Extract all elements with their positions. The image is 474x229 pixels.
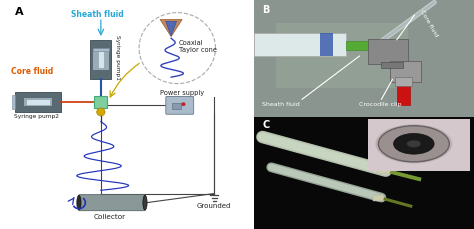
FancyBboxPatch shape xyxy=(15,92,62,112)
Bar xyxy=(397,84,410,105)
Text: C: C xyxy=(263,120,270,130)
Text: Core fluid: Core fluid xyxy=(11,67,53,76)
Circle shape xyxy=(378,126,449,162)
Text: Syringe pump1: Syringe pump1 xyxy=(115,35,120,80)
FancyBboxPatch shape xyxy=(78,195,146,211)
Text: A: A xyxy=(15,7,23,17)
Circle shape xyxy=(407,140,421,147)
Text: Collector: Collector xyxy=(93,214,126,220)
Text: Core fluid: Core fluid xyxy=(419,9,438,38)
Bar xyxy=(346,41,373,50)
Bar xyxy=(93,48,109,51)
Bar xyxy=(276,23,408,88)
Bar xyxy=(26,99,50,105)
FancyBboxPatch shape xyxy=(94,96,107,108)
Text: Power supply: Power supply xyxy=(160,90,204,96)
Circle shape xyxy=(182,103,185,106)
Bar xyxy=(98,51,104,68)
Text: B: B xyxy=(263,5,270,15)
FancyBboxPatch shape xyxy=(166,96,194,114)
FancyBboxPatch shape xyxy=(91,40,111,79)
Bar xyxy=(395,77,412,86)
Bar xyxy=(382,62,403,68)
Ellipse shape xyxy=(77,195,81,210)
Text: Sheath fluid: Sheath fluid xyxy=(263,102,300,107)
Polygon shape xyxy=(160,19,182,37)
Bar xyxy=(373,195,383,201)
Polygon shape xyxy=(254,33,346,56)
Bar xyxy=(173,103,181,109)
Bar xyxy=(12,95,15,109)
Polygon shape xyxy=(166,21,176,36)
Ellipse shape xyxy=(143,195,147,210)
Bar xyxy=(93,49,109,70)
Circle shape xyxy=(97,108,105,116)
Bar xyxy=(377,167,390,174)
Bar xyxy=(368,38,408,64)
Text: Grounded: Grounded xyxy=(197,203,231,209)
Bar xyxy=(390,61,421,82)
Circle shape xyxy=(393,134,434,154)
Bar xyxy=(25,98,52,106)
Text: Sheath fluid: Sheath fluid xyxy=(71,10,124,19)
Text: Coaxial
Taylor cone: Coaxial Taylor cone xyxy=(179,40,217,53)
Text: Crocodile clip: Crocodile clip xyxy=(359,102,402,107)
Circle shape xyxy=(375,124,452,164)
Text: Syringe pump2: Syringe pump2 xyxy=(14,114,59,119)
Bar xyxy=(319,33,333,56)
